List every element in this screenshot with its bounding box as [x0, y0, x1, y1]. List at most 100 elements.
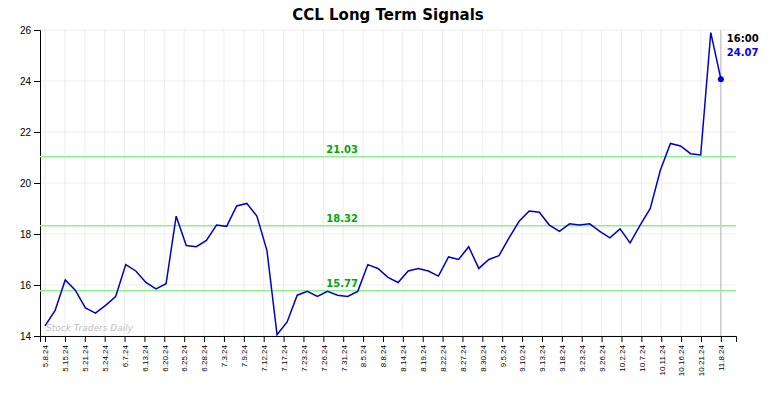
tick-label: 6.25.24 — [180, 344, 189, 371]
signal-label: 15.77 — [326, 278, 358, 289]
tick: 8.14.24 — [399, 336, 408, 372]
tick-mark — [641, 336, 642, 342]
tick: 6.25.24 — [180, 336, 189, 372]
tick-mark — [602, 336, 603, 342]
tick-label: 9.13.24 — [538, 344, 547, 371]
grid-line — [581, 30, 582, 336]
tick-label: 7.31.24 — [340, 344, 349, 371]
tick-mark — [661, 336, 662, 342]
tick: 9.18.24 — [558, 336, 567, 372]
tick-mark — [681, 336, 682, 342]
tick-label: 24 — [20, 76, 32, 87]
tick-mark — [721, 336, 722, 342]
tick-mark — [34, 81, 40, 82]
grid-line — [522, 30, 523, 336]
tick-label: 6.13.24 — [141, 344, 150, 371]
tick: 11.8.24 — [717, 336, 726, 371]
tick: 8.5.24 — [359, 336, 368, 367]
tick-label: 11.8.24 — [717, 344, 726, 371]
tick: 6.7.24 — [121, 336, 130, 367]
tick-mark — [502, 336, 503, 342]
tick-label: 7.23.24 — [300, 344, 309, 371]
x-axis: 5.8.245.15.245.21.245.24.246.7.246.13.24… — [41, 336, 737, 376]
tick: 9.23.24 — [578, 336, 587, 372]
grid-line — [164, 30, 165, 336]
grid-line — [661, 30, 662, 336]
grid-line — [223, 30, 224, 336]
tick-label: 9.18.24 — [558, 344, 567, 371]
tick-label: 5.15.24 — [61, 344, 70, 371]
grid-line — [263, 30, 264, 336]
tick-mark — [343, 336, 344, 342]
tick: 10.7.24 — [638, 336, 647, 372]
tick: 8.8.24 — [379, 336, 388, 367]
tick-mark — [303, 336, 304, 342]
watermark: Stock Traders Daily — [46, 323, 134, 333]
signal-label: 21.03 — [326, 144, 358, 155]
grid — [40, 30, 736, 336]
grid-line — [442, 30, 443, 336]
grid-line — [303, 30, 304, 336]
tick-label: 8.19.24 — [419, 344, 428, 371]
grid-line — [462, 30, 463, 336]
tick: 14 — [20, 331, 40, 342]
tick-mark — [621, 336, 622, 342]
tick: 10.11.24 — [658, 336, 667, 376]
tick-label: 7.17.24 — [280, 344, 289, 371]
grid-line — [323, 30, 324, 336]
tick-mark — [582, 336, 583, 342]
tick-label: 14 — [20, 331, 32, 342]
tick-label: 8.8.24 — [379, 344, 388, 367]
tick: 18 — [20, 229, 40, 240]
tick: 8.19.24 — [419, 336, 428, 372]
tick: 22 — [20, 127, 40, 138]
signal-line — [40, 225, 736, 227]
tick: 9.10.24 — [518, 336, 527, 372]
tick-label: 5.8.24 — [41, 344, 50, 367]
grid-line — [124, 30, 125, 336]
grid-line — [641, 30, 642, 336]
tick-mark — [85, 336, 86, 342]
grid-line — [482, 30, 483, 336]
tick: 7.3.24 — [220, 336, 229, 367]
tick-mark — [482, 336, 483, 342]
tick-label: 8.27.24 — [459, 344, 468, 371]
tick-mark — [34, 285, 40, 286]
tick-mark — [224, 336, 225, 342]
tick-label: 9.26.24 — [598, 344, 607, 371]
grid-line — [243, 30, 244, 336]
tick-label: 7.12.24 — [260, 344, 269, 371]
tick: 10.2.24 — [618, 336, 627, 372]
tick-mark — [34, 234, 40, 235]
tick-mark — [522, 336, 523, 342]
tick: 8.22.24 — [439, 336, 448, 372]
grid-line — [184, 30, 185, 336]
plot: 141618202224265.8.245.15.245.21.245.24.2… — [20, 25, 759, 376]
grid-line — [363, 30, 364, 336]
tick-mark — [34, 336, 40, 337]
signal-line — [40, 156, 736, 158]
tick: 9.26.24 — [598, 336, 607, 372]
tick-label: 26 — [20, 25, 32, 36]
grid-line — [144, 30, 145, 336]
grid-line — [541, 30, 542, 336]
tick-label: 10.2.24 — [618, 344, 627, 371]
grid-line — [64, 30, 65, 336]
tick-mark — [562, 336, 563, 342]
axis-line — [41, 337, 737, 343]
tick-label: 10.16.24 — [677, 344, 686, 376]
tick: 24 — [20, 76, 40, 87]
tick-label: 6.20.24 — [161, 344, 170, 371]
tick: 9.13.24 — [538, 336, 547, 372]
grid-line — [204, 30, 205, 336]
tick-label: 10.21.24 — [697, 344, 706, 376]
tick-mark — [184, 336, 185, 342]
grid-line — [681, 30, 682, 336]
tick-label: 8.5.24 — [359, 344, 368, 367]
grid-line — [502, 30, 503, 336]
tick-mark — [34, 183, 40, 184]
marks — [40, 30, 736, 336]
grid-line — [104, 30, 105, 336]
tick-label: 6.7.24 — [121, 344, 130, 367]
tick: 10.16.24 — [677, 336, 686, 376]
